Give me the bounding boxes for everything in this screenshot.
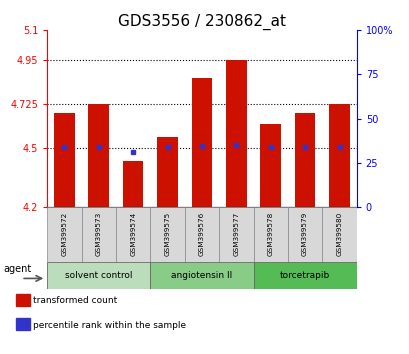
Text: transformed count: transformed count bbox=[34, 296, 117, 305]
Title: GDS3556 / 230862_at: GDS3556 / 230862_at bbox=[118, 14, 285, 30]
Bar bbox=[253, 207, 287, 262]
Bar bbox=[157, 137, 178, 207]
Bar bbox=[328, 104, 349, 207]
Bar bbox=[191, 78, 212, 207]
Bar bbox=[294, 113, 315, 207]
Bar bbox=[88, 104, 109, 207]
Bar bbox=[253, 262, 356, 289]
Bar bbox=[218, 207, 253, 262]
Bar bbox=[123, 161, 143, 207]
Bar bbox=[54, 113, 74, 207]
Bar bbox=[81, 207, 116, 262]
Bar bbox=[150, 262, 253, 289]
Text: GSM399578: GSM399578 bbox=[267, 211, 273, 256]
Text: GSM399577: GSM399577 bbox=[233, 211, 239, 256]
Bar bbox=[16, 294, 29, 306]
Text: solvent control: solvent control bbox=[65, 271, 132, 280]
Bar bbox=[287, 207, 321, 262]
Text: angiotensin II: angiotensin II bbox=[171, 271, 232, 280]
Text: torcetrapib: torcetrapib bbox=[279, 271, 329, 280]
Text: GSM399573: GSM399573 bbox=[96, 211, 101, 256]
Text: GSM399576: GSM399576 bbox=[198, 211, 204, 256]
Bar bbox=[225, 59, 246, 207]
Bar bbox=[116, 207, 150, 262]
Bar bbox=[321, 207, 356, 262]
Text: percentile rank within the sample: percentile rank within the sample bbox=[34, 321, 186, 330]
Bar bbox=[150, 207, 184, 262]
Bar bbox=[47, 207, 81, 262]
Text: agent: agent bbox=[4, 264, 32, 274]
Bar bbox=[260, 124, 280, 207]
Bar bbox=[16, 318, 29, 330]
Text: GSM399574: GSM399574 bbox=[130, 211, 136, 256]
Bar bbox=[184, 207, 218, 262]
Text: GSM399575: GSM399575 bbox=[164, 211, 170, 256]
Bar bbox=[47, 262, 150, 289]
Text: GSM399579: GSM399579 bbox=[301, 211, 307, 256]
Text: GSM399572: GSM399572 bbox=[61, 211, 67, 256]
Text: GSM399580: GSM399580 bbox=[336, 211, 342, 256]
